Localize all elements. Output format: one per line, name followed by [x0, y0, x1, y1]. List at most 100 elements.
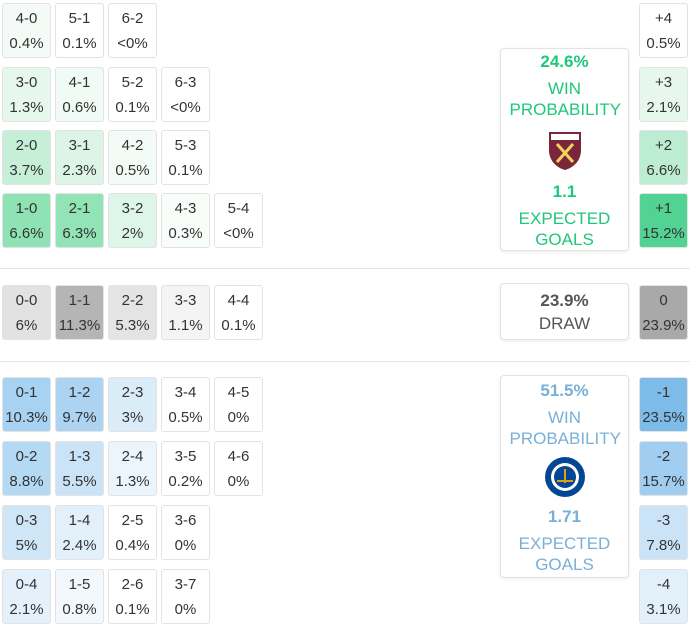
- cell-text: 5-1: [68, 9, 91, 27]
- cell-text: 0-3: [15, 511, 38, 529]
- cell-text: 0-2: [15, 447, 38, 465]
- cell-text: 3-2: [121, 199, 144, 217]
- cell-text: 5.3%: [115, 316, 150, 334]
- cell-text: 2-0: [15, 136, 38, 154]
- cell-text: 3.7%: [9, 161, 44, 179]
- cell-text: 6-3: [174, 73, 197, 91]
- cell-text: <0%: [170, 98, 201, 116]
- score-cell: 4-3 0.3%: [161, 193, 210, 248]
- cell-text: 0.4%: [9, 34, 44, 52]
- score-cell: 4-0 0.4%: [2, 3, 51, 58]
- margin-cell: -4 3.1%: [639, 569, 688, 624]
- score-cell: 2-4 1.3%: [108, 441, 157, 496]
- score-cell: 6-2 <0%: [108, 3, 157, 58]
- cell-text: 0.1%: [168, 161, 203, 179]
- cell-text: +2: [654, 136, 673, 154]
- margin-cell: -2 15.7%: [639, 441, 688, 496]
- cell-text: +4: [654, 9, 673, 27]
- score-cell: 4-4 0.1%: [214, 285, 263, 340]
- score-cell: 0-1 10.3%: [2, 377, 51, 432]
- score-cell: 0-0 6%: [2, 285, 51, 340]
- score-cell: 3-2 2%: [108, 193, 157, 248]
- cell-text: 4-1: [68, 73, 91, 91]
- cell-text: 11.3%: [58, 316, 101, 334]
- cell-text: 4-5: [227, 383, 250, 401]
- score-cell: 4-1 0.6%: [55, 67, 104, 122]
- divider: [0, 268, 690, 269]
- score-cell: 2-6 0.1%: [108, 569, 157, 624]
- cell-text: -1: [656, 383, 671, 401]
- cell-text: 3-4: [174, 383, 197, 401]
- score-cell: 5-2 0.1%: [108, 67, 157, 122]
- cell-text: 0.8%: [62, 600, 97, 618]
- cell-text: 1-4: [68, 511, 91, 529]
- cell-text: 6-2: [121, 9, 144, 27]
- win-pct: 51.5%: [540, 380, 589, 400]
- cell-text: 0-0: [15, 291, 38, 309]
- score-cell: 3-1 2.3%: [55, 130, 104, 185]
- cell-text: 2-3: [121, 383, 144, 401]
- score-cell: 4-2 0.5%: [108, 130, 157, 185]
- score-cell: 2-0 3.7%: [2, 130, 51, 185]
- cell-text: 5.5%: [62, 472, 97, 490]
- cell-text: 0-1: [15, 383, 38, 401]
- cell-text: 1.3%: [115, 472, 150, 490]
- win-label: WIN PROBABILITY: [509, 407, 621, 448]
- score-cell: 5-3 0.1%: [161, 130, 210, 185]
- cell-text: 0%: [174, 536, 197, 554]
- score-cell: 3-7 0%: [161, 569, 210, 624]
- win-label: WIN PROBABILITY: [509, 78, 621, 119]
- cell-text: 2-6: [121, 575, 144, 593]
- cell-text: 23.5%: [642, 408, 685, 426]
- cell-text: 2.1%: [9, 600, 44, 618]
- score-cell: 2-5 0.4%: [108, 505, 157, 560]
- cell-text: -3: [656, 511, 671, 529]
- score-cell: 1-1 11.3%: [55, 285, 104, 340]
- score-cell: 5-1 0.1%: [55, 3, 104, 58]
- cell-text: +3: [654, 73, 673, 91]
- score-cell: 3-4 0.5%: [161, 377, 210, 432]
- cell-text: 4-0: [15, 9, 38, 27]
- score-cell: 1-4 2.4%: [55, 505, 104, 560]
- win-pct: 24.6%: [540, 51, 589, 71]
- home-card: 24.6% WIN PROBABILITY 1.1 EXPECTED GOALS: [500, 48, 629, 251]
- cell-text: 2.3%: [62, 161, 97, 179]
- cell-text: 4-6: [227, 447, 250, 465]
- score-cell: 2-2 5.3%: [108, 285, 157, 340]
- cell-text: 3%: [121, 408, 144, 426]
- score-cell: 2-1 6.3%: [55, 193, 104, 248]
- score-cell: 5-4 <0%: [214, 193, 263, 248]
- cell-text: 5-3: [174, 136, 197, 154]
- xg-label: EXPECTED GOALS: [518, 208, 611, 249]
- cell-text: 2-5: [121, 511, 144, 529]
- cell-text: 1.1%: [168, 316, 203, 334]
- cell-text: 1-0: [15, 199, 38, 217]
- cell-text: 0-4: [15, 575, 38, 593]
- cell-text: 4-3: [174, 199, 197, 217]
- score-cell: 0-2 8.8%: [2, 441, 51, 496]
- margin-cell: -1 23.5%: [639, 377, 688, 432]
- cell-text: 10.3%: [5, 408, 48, 426]
- cell-text: 0.5%: [168, 408, 203, 426]
- score-cell: 1-5 0.8%: [55, 569, 104, 624]
- score-cell: 1-2 9.7%: [55, 377, 104, 432]
- cell-text: -2: [656, 447, 671, 465]
- cell-text: 2.4%: [62, 536, 97, 554]
- cell-text: 15.7%: [642, 472, 685, 490]
- cell-text: 6.6%: [646, 161, 681, 179]
- cell-text: 3-5: [174, 447, 197, 465]
- score-cell: 0-4 2.1%: [2, 569, 51, 624]
- cell-text: 6.6%: [9, 224, 44, 242]
- cell-text: 9.7%: [62, 408, 97, 426]
- score-cell: 1-0 6.6%: [2, 193, 51, 248]
- cell-text: 0.1%: [115, 600, 150, 618]
- cell-text: 23.9%: [642, 316, 685, 334]
- cell-text: 1-1: [68, 291, 91, 309]
- cell-text: 2-1: [68, 199, 91, 217]
- xg-label: EXPECTED GOALS: [518, 533, 611, 574]
- margin-cell: +3 2.1%: [639, 67, 688, 122]
- cell-text: 0: [659, 291, 668, 309]
- divider: [0, 361, 690, 362]
- cell-text: 0.1%: [115, 98, 150, 116]
